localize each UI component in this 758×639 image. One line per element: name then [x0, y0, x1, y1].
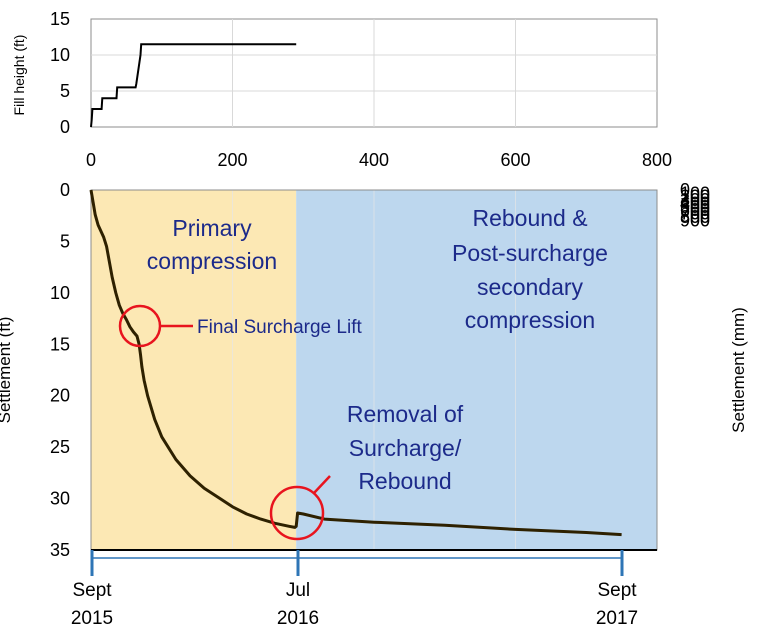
- rebound-label-line-2: Post-surcharge: [452, 240, 608, 266]
- removal-label-line-2: Surcharge/: [349, 435, 462, 461]
- date-label-2-top: Jul: [286, 580, 310, 601]
- date-label-1-top: Sept: [72, 580, 112, 601]
- settlement-left-tick-labels: 0 5 10 15 20 25 30 35: [50, 180, 70, 560]
- settlement-right-tick: 800: [680, 207, 710, 227]
- settlement-left-tick: 20: [50, 386, 70, 406]
- settlement-right-tick: 400: [680, 193, 710, 213]
- settlement-gridlines: [232, 190, 516, 550]
- rebound-label-line-1: Rebound &: [472, 205, 587, 231]
- fill-y-axis-title: Fill height (ft): [11, 35, 27, 116]
- settlement-left-tick: 10: [50, 283, 70, 303]
- settlement-left-tick: 5: [60, 231, 70, 251]
- fill-x-tick: 0: [86, 150, 96, 170]
- date-label-1-bottom: 2015: [71, 608, 113, 629]
- settlement-left-tick: 25: [50, 437, 70, 457]
- primary-label-line-1: Primary: [172, 215, 252, 241]
- fill-height-line: [90, 43, 297, 128]
- rebound-label-line-4: compression: [465, 307, 595, 333]
- settlement-left-axis-title: Settlement (ft): [0, 317, 14, 424]
- removal-leader: [313, 475, 331, 494]
- settlement-right-tick: 300: [680, 190, 710, 210]
- fill-x-tick-labels: 0 200 400 600 800: [86, 150, 672, 170]
- settlement-left-tick: 35: [50, 540, 70, 560]
- date-label-3-top: Sept: [597, 580, 637, 601]
- settlement-right-tick: 200: [680, 187, 710, 207]
- fill-chart: 0 5 10 15 0 200 400 600 800 Fill height (ft): [11, 9, 672, 170]
- fill-x-tick: 600: [500, 150, 530, 170]
- fill-y-tick: 15: [50, 9, 70, 29]
- fill-y-tick: 5: [60, 81, 70, 101]
- rebound-region: [296, 190, 657, 550]
- rebound-label-line-3: secondary: [477, 274, 584, 300]
- settlement-right-tick: 600: [680, 200, 710, 220]
- primary-compression-region: [91, 190, 297, 550]
- settlement-curve: [89, 189, 622, 537]
- settlement-left-tick: 15: [50, 334, 70, 354]
- removal-label-line-1: Removal of: [347, 401, 464, 427]
- final-lift-marker: [118, 304, 162, 348]
- fill-x-tick: 400: [359, 150, 389, 170]
- settlement-right-axis-title: Settlement (mm): [729, 307, 748, 433]
- final-lift-label: Final Surcharge Lift: [197, 317, 362, 338]
- removal-label-line-3: Rebound: [358, 468, 451, 494]
- settlement-right-tick: 700: [680, 204, 710, 224]
- settlement-left-tick: 30: [50, 489, 70, 509]
- settlement-right-tick: 500: [680, 197, 710, 217]
- date-label-2-bottom: 2016: [277, 608, 319, 629]
- fill-x-tick: 800: [642, 150, 672, 170]
- settlement-right-tick: 900: [680, 210, 710, 230]
- fill-gridlines: [91, 19, 657, 127]
- settlement-left-tick: 0: [60, 180, 70, 200]
- fill-y-tick: 0: [60, 117, 70, 137]
- primary-label-line-2: compression: [147, 248, 277, 274]
- fill-y-tick: 10: [50, 45, 70, 65]
- settlement-right-tick: 0: [680, 180, 690, 200]
- fill-x-tick: 200: [217, 150, 247, 170]
- settlement-right-tick: 100: [680, 183, 710, 203]
- fill-y-tick-labels: 0 5 10 15: [50, 9, 70, 137]
- removal-marker: [269, 485, 325, 541]
- date-axis: Sept 2015 Jul 2016 Sept 2017: [71, 550, 638, 629]
- date-label-3-bottom: 2017: [596, 608, 638, 629]
